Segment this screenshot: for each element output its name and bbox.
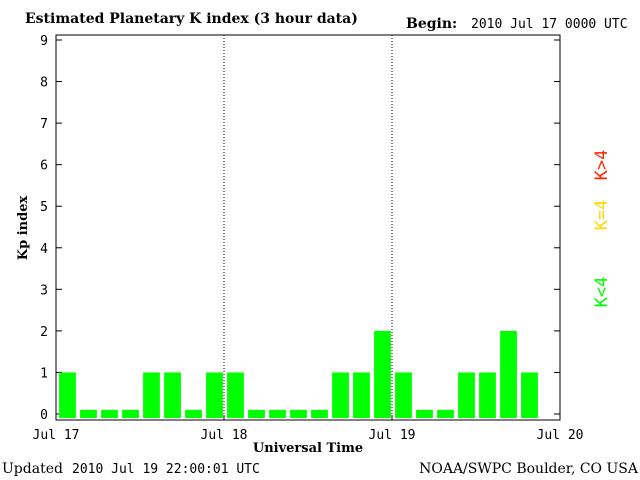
y-axis-ticks: 0 1 2 3 4 5 6 7 8 9	[40, 34, 560, 423]
y-tick-label: 6	[40, 159, 48, 174]
bars	[59, 330, 538, 418]
kp-bar	[143, 372, 160, 418]
kp-bar	[101, 409, 118, 418]
kp-bar	[374, 330, 391, 418]
plot-frame	[55, 34, 561, 421]
source-credit: NOAA/SWPC Boulder, CO USA	[419, 461, 639, 477]
x-tick-label: Jul 20	[537, 428, 584, 443]
y-tick-label: 1	[40, 366, 48, 381]
kp-bar	[479, 372, 496, 418]
kp-bar	[59, 372, 76, 418]
y-tick-label: 5	[40, 200, 48, 215]
x-axis-label: Universal Time	[253, 441, 363, 456]
kp-bar	[416, 409, 433, 418]
kp-bar	[80, 409, 97, 418]
kp-bar	[185, 409, 202, 418]
y-axis-label: Kp index	[16, 196, 31, 261]
updated-value: 2010 Jul 19 22:00:01 UTC	[72, 462, 260, 477]
y-tick-label: 2	[40, 325, 48, 340]
chart-title: Estimated Planetary K index (3 hour data…	[25, 11, 358, 27]
y-tick-label: 3	[40, 283, 48, 298]
y-tick-label: 0	[40, 408, 48, 423]
legend-k-greater-4: K>4	[592, 150, 612, 181]
kp-bar	[269, 409, 286, 418]
x-tick-label: Jul 19	[369, 428, 416, 443]
kp-bar	[437, 409, 454, 418]
kp-bar	[227, 372, 244, 418]
kp-bar	[500, 330, 517, 418]
begin-label: Begin:	[406, 16, 457, 32]
legend-k-less-4: K<4	[592, 277, 612, 308]
kp-bar	[521, 372, 538, 418]
kp-bar	[458, 372, 475, 418]
y-tick-label: 8	[40, 76, 48, 91]
kp-bar	[206, 372, 223, 418]
kp-bar	[164, 372, 181, 418]
kp-bar	[122, 409, 139, 418]
y-tick-label: 4	[40, 242, 48, 257]
y-tick-label: 9	[40, 34, 48, 49]
legend-k-equal-4: K=4	[592, 200, 612, 231]
kp-bar	[311, 409, 328, 418]
day-separators	[223, 35, 393, 420]
updated-label: Updated	[2, 461, 63, 477]
x-axis-ticks: Jul 17 Jul 18 Jul 19 Jul 20	[33, 415, 584, 443]
x-tick-label: Jul 17	[33, 428, 80, 443]
kp-bar	[395, 372, 412, 418]
kp-bar	[248, 409, 265, 418]
x-tick-label: Jul 18	[201, 428, 248, 443]
kp-bar	[353, 372, 370, 418]
kp-bar	[290, 409, 307, 418]
y-tick-label: 7	[40, 117, 48, 132]
begin-value: 2010 Jul 17 0000 UTC	[471, 17, 628, 32]
kp-bar	[332, 372, 349, 418]
